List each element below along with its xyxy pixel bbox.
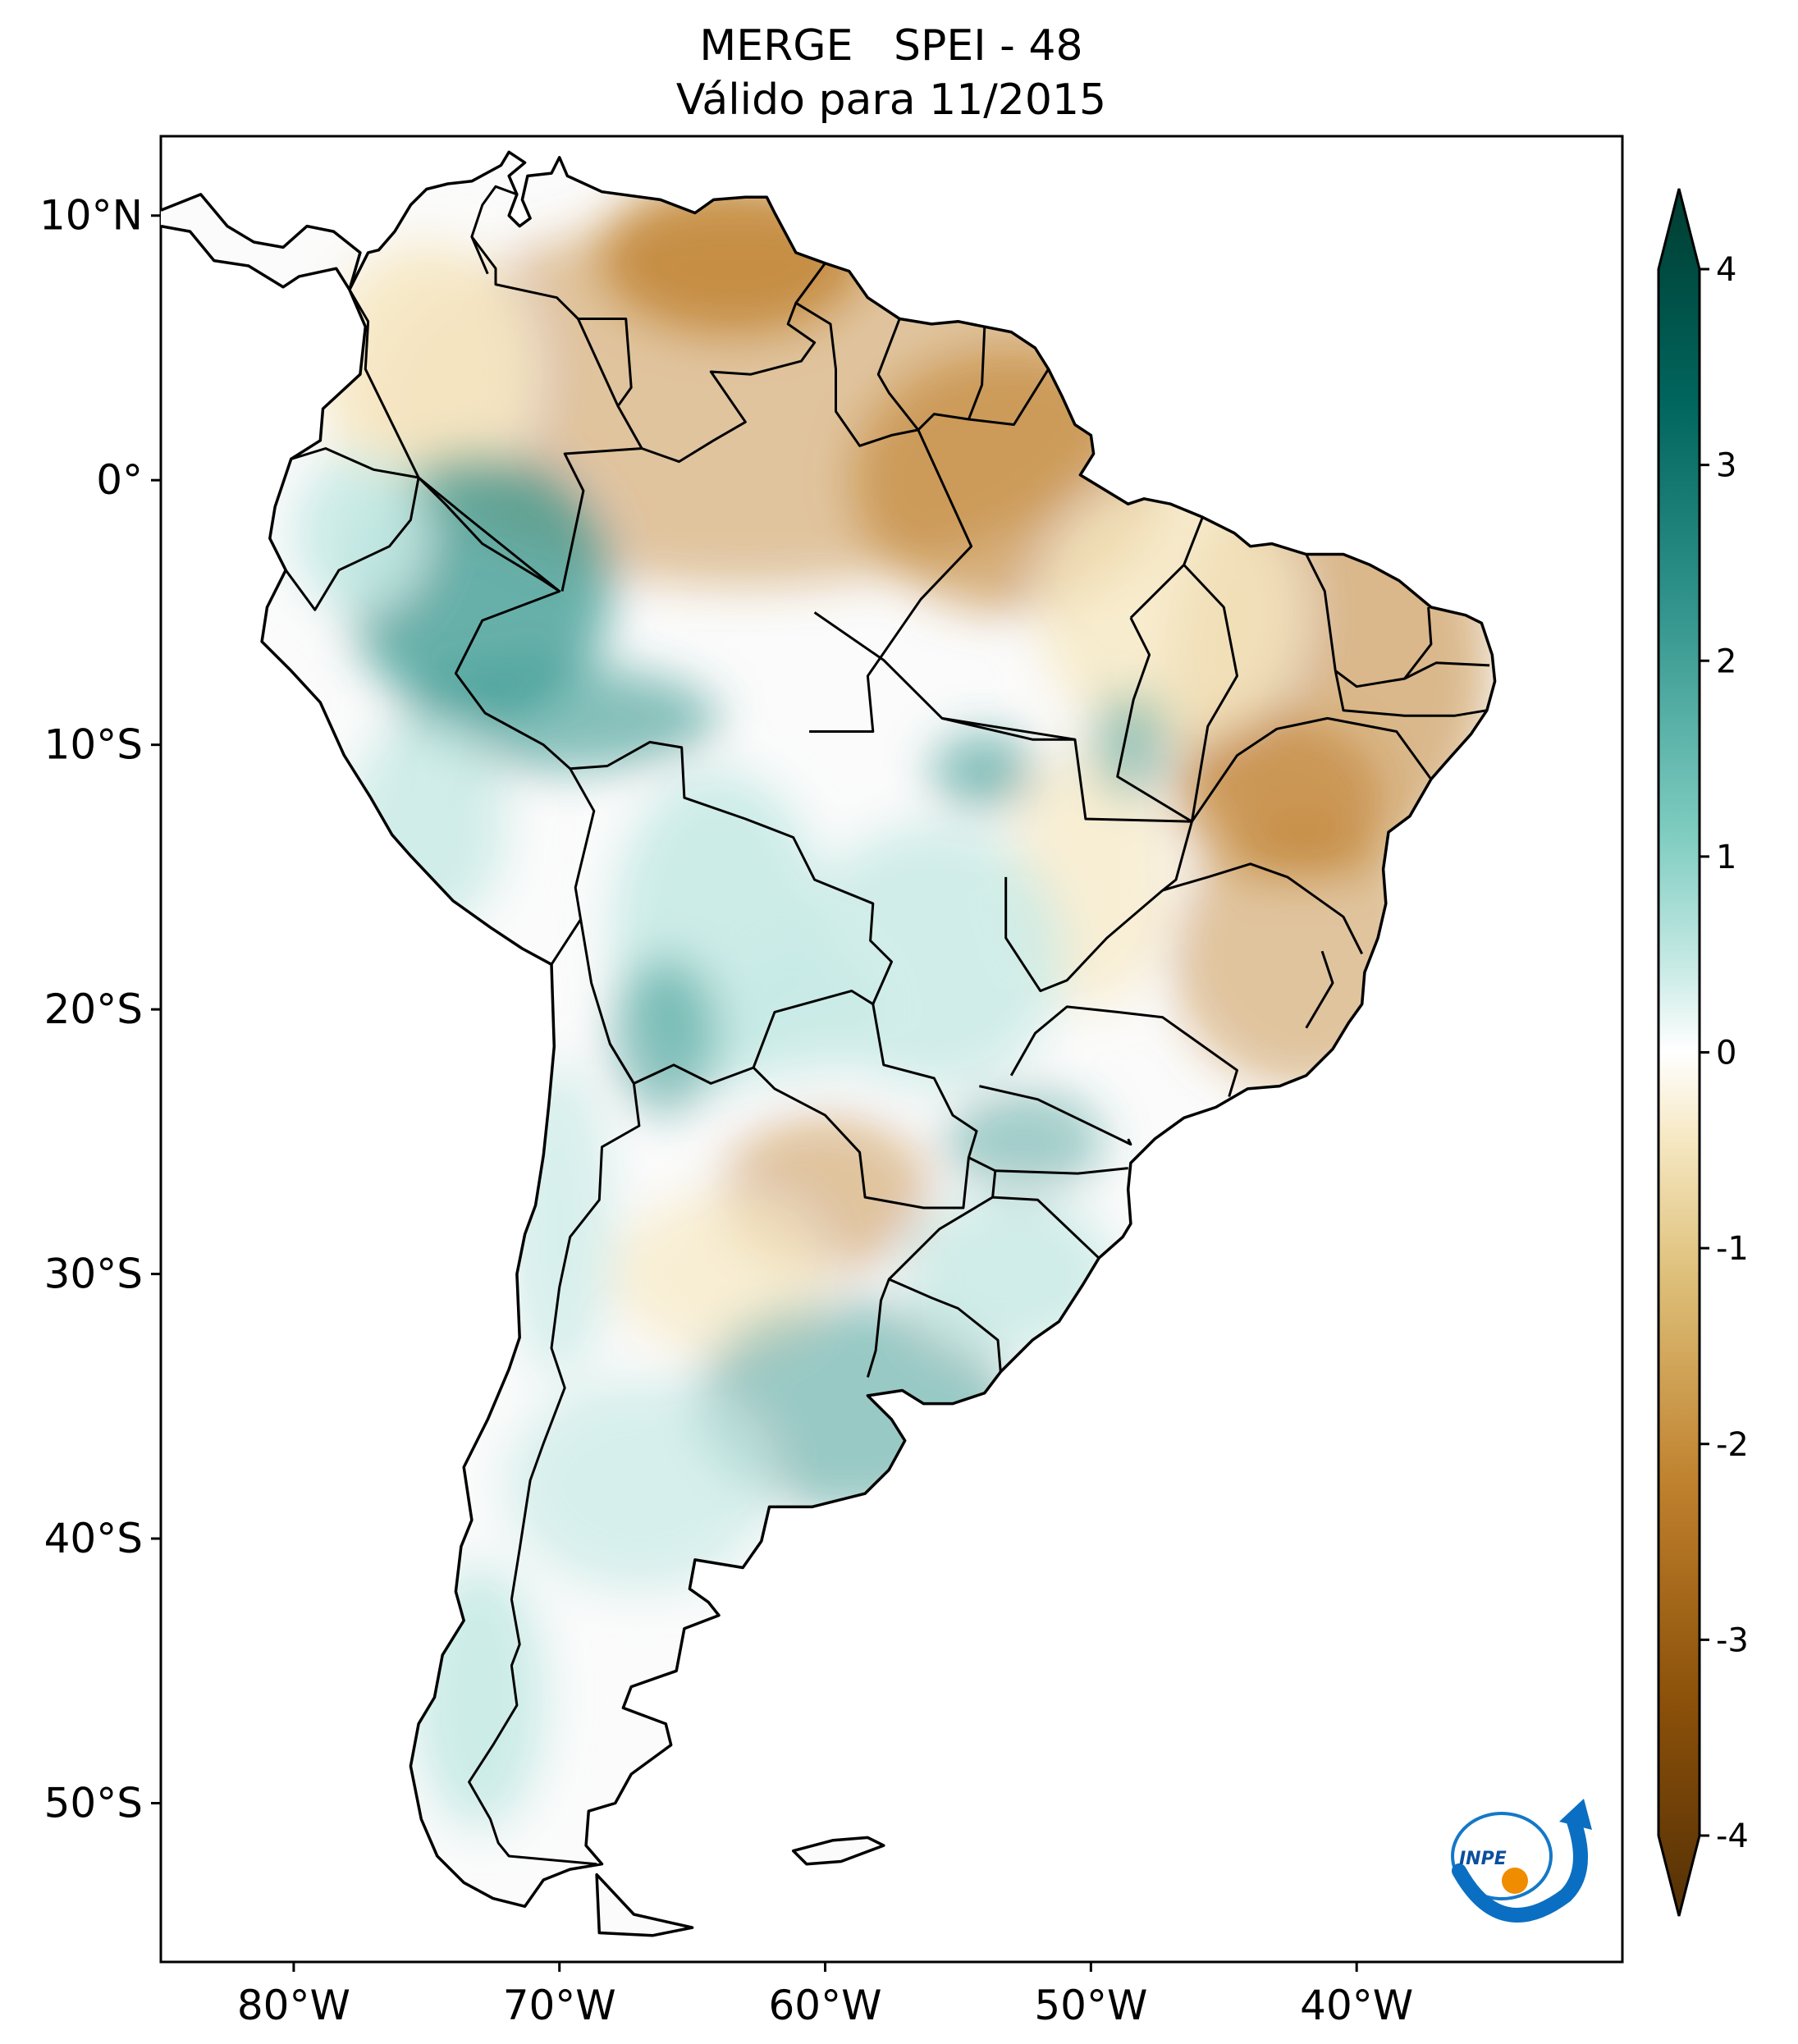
spei-anomaly-area <box>612 956 720 1116</box>
lon-tick-label: 50°W <box>1034 1982 1147 2029</box>
map-subtitle: Válido para 11/2015 <box>675 75 1107 125</box>
border-line <box>1162 862 1364 955</box>
spei-anomaly-area <box>400 665 720 771</box>
border-line <box>866 1156 997 1378</box>
border-line <box>979 1085 1132 1146</box>
colorbar-tick-label: 2 <box>1716 642 1736 680</box>
logo-swoosh-icon <box>1452 1814 1588 1923</box>
coastline <box>260 150 1497 1909</box>
border-line <box>1305 553 1433 688</box>
spei-anomaly-area <box>320 241 533 507</box>
border-line <box>468 1043 641 1866</box>
inpe-logo: INPE <box>1451 1799 1592 1923</box>
border-line <box>454 590 596 966</box>
spei-anomaly-area <box>719 943 879 1076</box>
border-line <box>470 235 489 275</box>
colorbar-tick-label: -1 <box>1716 1230 1749 1268</box>
border-line <box>570 740 893 1085</box>
border-line <box>992 1196 1100 1260</box>
border-line <box>888 1278 1002 1373</box>
lat-tick-label: 10°S <box>44 721 143 769</box>
spei-anomaly-area <box>293 453 427 613</box>
border-line <box>809 429 973 733</box>
island-outline <box>160 193 362 291</box>
border-line <box>795 301 920 447</box>
coastline-borders <box>160 150 1497 1937</box>
border-line <box>284 447 420 611</box>
spei-anomaly-area <box>1037 480 1304 745</box>
map-title: MERGE SPEI - 48 <box>699 21 1083 71</box>
border-line <box>995 1167 1128 1175</box>
spei-anomaly-area <box>612 1194 826 1354</box>
border-line <box>941 716 1075 741</box>
logo-text: INPE <box>1459 1849 1507 1869</box>
border-line <box>1004 617 1193 993</box>
border-line <box>1009 1005 1238 1097</box>
border-line <box>641 262 826 464</box>
border-line <box>348 289 561 593</box>
spei-anomaly-area <box>945 1088 1105 1195</box>
border-line <box>577 318 620 407</box>
lat-tick-label: 30°S <box>44 1251 143 1298</box>
lat-tick-label: 40°S <box>44 1515 143 1562</box>
colorbar-tick-label: 1 <box>1716 839 1736 876</box>
logo-orbit-icon <box>1451 1812 1553 1900</box>
lon-tick-label: 40°W <box>1300 1982 1413 2029</box>
colorbar-tick-label: 3 <box>1716 447 1736 485</box>
colorbar-tick-label: -4 <box>1716 1818 1749 1855</box>
colorbar-tick-label: -2 <box>1716 1426 1749 1464</box>
logo-sun-icon <box>1502 1868 1528 1894</box>
border-line <box>1183 564 1238 822</box>
spei-anomaly-area <box>506 1379 772 1592</box>
spei-anomaly-area <box>931 731 1038 812</box>
colorbar-tick-label: 4 <box>1716 251 1736 289</box>
lat-tick-label: 50°S <box>44 1780 143 1827</box>
lon-tick-label: 60°W <box>769 1982 882 2029</box>
colorbar-bar <box>1657 188 1701 1917</box>
lat-tick-label: 10°N <box>39 192 143 240</box>
border-line <box>753 1004 978 1209</box>
border-line <box>1334 670 1488 717</box>
lat-tick-label: 0° <box>96 456 143 504</box>
lon-tick-label: 80°W <box>237 1982 350 2029</box>
border-line <box>1305 950 1334 1029</box>
border-line <box>1191 716 1433 823</box>
border-line <box>968 368 1050 426</box>
island-outline <box>791 1836 885 1866</box>
border-line <box>813 611 1192 823</box>
lat-tick-label: 20°S <box>44 985 143 1033</box>
colorbar-tick-label: 0 <box>1716 1035 1736 1072</box>
lon-tick-label: 70°W <box>503 1982 616 2029</box>
island-outline <box>595 1873 694 1937</box>
spei-anomaly-area <box>1091 692 1171 798</box>
logo-arrow-icon <box>1559 1799 1592 1830</box>
colorbar: 4 3 2 1 0 -1 -2 -3 -4 <box>1657 188 1749 1917</box>
colorbar-tick-label: -3 <box>1716 1621 1749 1659</box>
border-line <box>1403 661 1490 680</box>
